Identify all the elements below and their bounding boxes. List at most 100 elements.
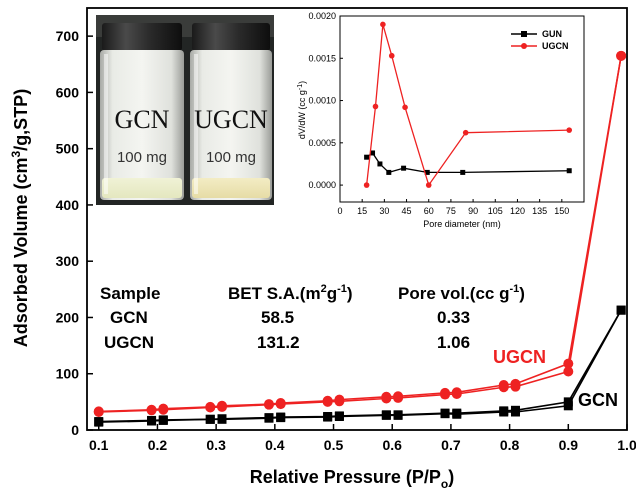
ugcn-pore-point	[402, 104, 408, 111]
gcn-data-point	[510, 407, 520, 417]
table-row-ugcn-bet: 131.2	[257, 333, 300, 352]
gcn-data-point	[499, 407, 509, 417]
gcn-data-point	[381, 410, 391, 420]
inset-x-tick-label: 135	[532, 206, 547, 216]
main-plot-frame	[86, 7, 628, 431]
ugcn-pore-point	[372, 103, 379, 110]
ugcn-data-point	[451, 388, 462, 399]
bet-table: Sample BET S.A.(m2g-1) Pore vol.(cc g-1)…	[100, 283, 525, 352]
gun-pore-point	[386, 169, 392, 175]
y-axis-label-sup: 3	[9, 150, 23, 157]
gcn-data-point	[158, 415, 168, 425]
inset-y-tick-label: 0.0005	[308, 138, 336, 148]
table-header-sample: Sample	[100, 284, 160, 303]
legend-ugcn-label: UGCN	[542, 41, 569, 51]
ugcn-data-point	[334, 396, 345, 407]
y-tick-label: 300	[56, 253, 80, 269]
table-row-gcn-bet: 58.5	[261, 308, 294, 327]
ugcn-pore-point	[566, 127, 573, 133]
gcn-jar-image	[100, 23, 184, 200]
ugcn-data-point	[275, 399, 286, 410]
bet-header-sup-minus1: -1	[337, 283, 347, 295]
ugcn-data-point	[322, 396, 333, 407]
ugcn-data-point	[393, 392, 404, 403]
inset-legend: GUN UGCN	[511, 29, 569, 51]
inset-y-tick-label: 0.0000	[308, 180, 336, 190]
table-row-gcn-sample: GCN	[110, 308, 148, 327]
gcn-data-point	[452, 409, 462, 419]
ugcn-jar-image	[190, 23, 272, 200]
gcn-data-point	[323, 412, 333, 422]
x-tick-label: 0.8	[500, 437, 520, 453]
gun-pore-point	[364, 154, 370, 160]
main-y-axis-label: Adsorbed Volume (cm3/g,STP)	[9, 89, 31, 347]
gun-pore-point	[460, 169, 466, 175]
x-tick-label: 0.2	[148, 437, 168, 453]
inset-y-axis-label: dV/dW (cc g-1)	[297, 81, 307, 139]
inset-x-tick-label: 150	[554, 206, 569, 216]
gun-pore-point	[424, 169, 430, 175]
gcn-data-point	[276, 413, 286, 423]
inset-x-tick-label: 75	[446, 206, 456, 216]
gcn-data-point	[616, 305, 626, 315]
table-row-ugcn-sample: UGCN	[104, 333, 154, 352]
x-tick-label: 0.4	[265, 437, 285, 453]
gun-pore-point	[401, 165, 407, 171]
y-tick-label: 0	[71, 422, 79, 438]
gcn-data-point	[440, 409, 450, 419]
ugcn-data-point	[205, 402, 216, 413]
x-tick-label: 0.6	[382, 437, 402, 453]
gcn-data-point	[205, 414, 215, 424]
y-tick-label: 700	[56, 28, 80, 44]
ugcn-data-point	[440, 389, 451, 400]
inset-x-tick-label: 120	[510, 206, 525, 216]
ugcn-pore-point	[388, 52, 395, 59]
gun-pore-point	[370, 150, 376, 156]
ugcn-jar-label: UGCN	[194, 105, 268, 134]
x-tick-label: 0.3	[206, 437, 226, 453]
gcn-jar-amount: 100 mg	[117, 149, 167, 166]
legend-gun-label: GUN	[542, 29, 562, 39]
ugcn-pore-point	[363, 182, 370, 188]
bet-header-sup-2: 2	[321, 283, 327, 295]
ugcn-data-point	[381, 393, 392, 404]
gcn-data-point	[217, 414, 227, 424]
y-tick-label: 500	[56, 141, 80, 157]
gcn-data-point	[94, 417, 104, 427]
gun-pore-point	[566, 168, 572, 174]
y-tick-label: 400	[56, 197, 80, 213]
inset-x-tick-label: 15	[357, 206, 367, 216]
inset-x-tick-label: 30	[379, 206, 389, 216]
ugcn-data-point	[217, 401, 227, 412]
inset-x-tick-label: 105	[488, 206, 503, 216]
pore-size-inset: 0 15 30 45 60 75 90 105 120 135 150 0.0000 0.0005 0.0…	[297, 11, 585, 229]
inset-x-tick-label: 60	[424, 206, 434, 216]
ugcn-data-point	[563, 366, 574, 377]
ugcn-data-point	[146, 405, 157, 416]
gcn-data-point	[393, 410, 403, 420]
inset-axis-ticks: 0 15 30 45 60 75 90 105 120 135 150 0.0000 0.0005 0.0…	[308, 11, 569, 216]
x-axis-label-sub: o	[441, 477, 448, 491]
gcn-jar-label: GCN	[115, 105, 170, 134]
ugcn-pore-point	[380, 21, 386, 28]
table-row-ugcn-pore: 1.06	[437, 333, 470, 352]
ugcn-data-point	[616, 50, 627, 61]
main-series-layer	[93, 50, 627, 427]
inset-series-layer	[363, 21, 573, 188]
gcn-data-point	[264, 413, 274, 423]
inset-x-tick-label: 0	[337, 206, 342, 216]
x-tick-label: 0.9	[559, 437, 579, 453]
ugcn-pore-point	[462, 129, 469, 136]
gcn-data-point	[334, 411, 344, 421]
x-tick-label: 0.7	[441, 437, 461, 453]
y-tick-label: 600	[56, 84, 80, 100]
ugcn-data-point	[263, 399, 274, 410]
gcn-data-point	[147, 416, 157, 426]
gcn-series-label: GCN	[578, 390, 618, 410]
ugcn-pore-point	[425, 182, 432, 188]
x-tick-label: 0.1	[89, 437, 109, 453]
y-tick-label: 200	[56, 309, 80, 325]
ugcn-pore-line	[365, 24, 570, 187]
inset-y-axis-label-sup: -1	[297, 84, 304, 90]
